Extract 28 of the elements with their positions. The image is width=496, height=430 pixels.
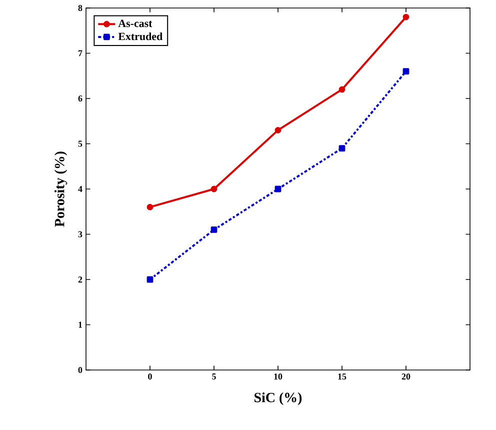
y-tick-label: 7 <box>78 50 82 56</box>
y-tick-label: 0 <box>78 366 82 374</box>
point <box>274 186 282 192</box>
point <box>274 126 282 134</box>
x-tick-label: 0 <box>148 374 152 380</box>
y-tick-label: 8 <box>78 4 82 12</box>
point <box>146 276 154 283</box>
y-tick-label: 5 <box>78 140 82 147</box>
legend-label: As-cast <box>118 20 152 28</box>
y-axis-title: Porosity (%) <box>54 152 68 227</box>
point <box>338 86 346 93</box>
y-tick-label: 4 <box>78 186 82 192</box>
point <box>402 68 410 75</box>
x-tick-label: 20 <box>402 374 410 380</box>
y-tick-label: 2 <box>78 276 82 282</box>
point <box>146 204 154 210</box>
point <box>210 226 218 233</box>
y-tick-label: 6 <box>78 95 82 102</box>
point <box>338 145 346 152</box>
x-tick-label: 15 <box>338 374 346 380</box>
x-axis-title: SiC (%) <box>254 392 302 406</box>
y-tick-label: 1 <box>78 322 82 328</box>
x-tick-label: 5 <box>212 374 216 380</box>
point <box>210 186 218 192</box>
y-tick-label: 3 <box>78 231 82 238</box>
point <box>402 14 410 20</box>
legend-label: Extruded <box>118 32 162 40</box>
x-tick-label: 10 <box>274 374 282 380</box>
